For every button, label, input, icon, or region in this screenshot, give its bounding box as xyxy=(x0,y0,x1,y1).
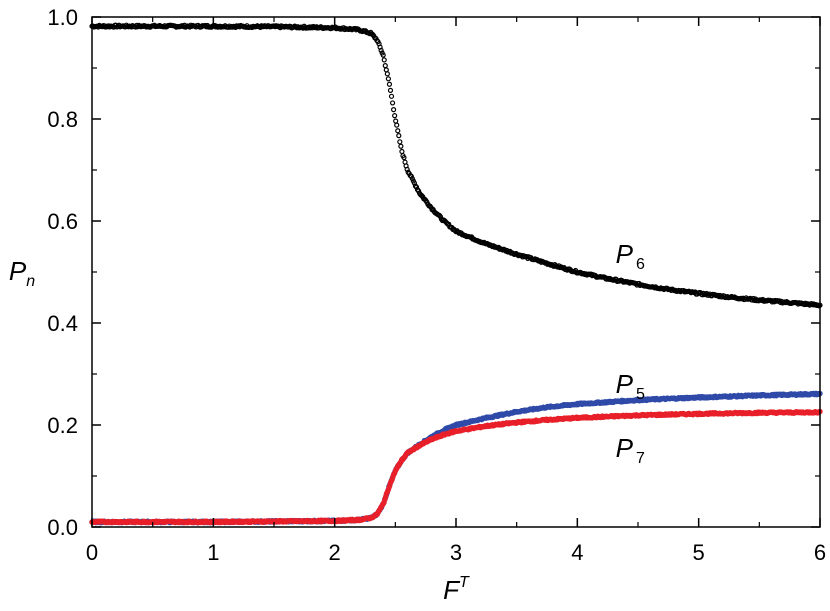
x-axis-label: FT xyxy=(443,574,470,605)
x-tick-label: 5 xyxy=(693,540,705,565)
y-tick-label: 0.6 xyxy=(47,209,78,234)
series-p6-point xyxy=(398,143,404,149)
y-tick-label: 0.2 xyxy=(47,413,78,438)
chart-axes: 0 1 2 3 4 5 6 0.0 0.2 0.4 0.6 0.8 1.0 xyxy=(47,5,826,565)
series-p6 xyxy=(89,22,823,309)
series-p6-point xyxy=(399,148,405,155)
series-p6-point xyxy=(382,63,388,69)
series-p6-point xyxy=(386,81,393,87)
series-p6-point xyxy=(393,118,399,124)
series-p6-point xyxy=(392,113,398,119)
x-tick-label: 2 xyxy=(329,540,341,565)
series-p6-point xyxy=(397,139,403,145)
series-p6-point xyxy=(404,166,410,172)
y-tick-label: 0.8 xyxy=(47,107,78,132)
series-p6-point xyxy=(391,107,397,113)
series-p6-point xyxy=(401,154,407,161)
y-tick-label: 0.0 xyxy=(47,515,78,540)
series-p6-point xyxy=(396,133,402,139)
series-p6-point xyxy=(381,57,387,63)
series-annotations: P 6 P 5 P 7 xyxy=(616,239,645,467)
series-p6-point xyxy=(437,213,443,220)
x-tick-label: 3 xyxy=(450,540,462,565)
series-p6-point xyxy=(589,273,595,279)
series-p6-point xyxy=(387,87,394,93)
series-p6-point xyxy=(395,128,401,134)
x-tick-label: 1 xyxy=(207,540,219,565)
series-p6-point xyxy=(385,76,391,82)
series-p6-point xyxy=(394,122,400,128)
y-tick-label: 0.4 xyxy=(47,311,78,336)
series-p6-point xyxy=(413,184,420,190)
series-p6-point xyxy=(378,47,384,53)
y-axis-label: Pn xyxy=(9,256,35,290)
x-tick-label: 6 xyxy=(814,540,826,565)
chart-marks xyxy=(89,22,823,526)
x-tick-label: 4 xyxy=(571,540,583,565)
series-p6-point xyxy=(389,100,396,106)
series-p6-point xyxy=(411,180,417,186)
series-p6-point xyxy=(388,93,395,99)
series-p6-point xyxy=(384,71,390,77)
x-tick-label: 0 xyxy=(86,540,98,565)
plot-frame xyxy=(91,16,821,528)
series-p6-point xyxy=(380,52,386,58)
y-tick-label: 1.0 xyxy=(47,5,78,30)
